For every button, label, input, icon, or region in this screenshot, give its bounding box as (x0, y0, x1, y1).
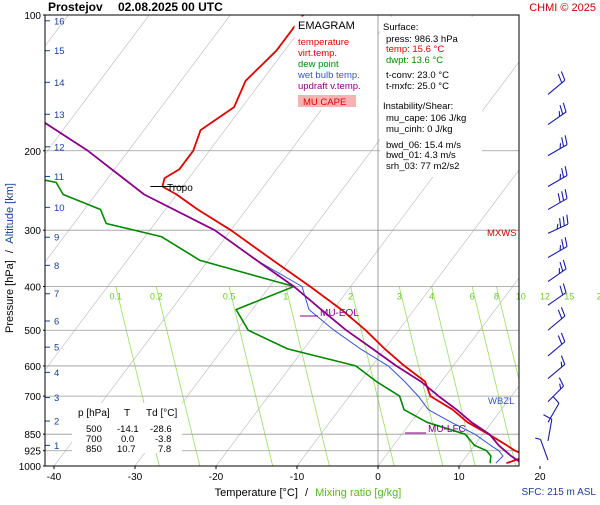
mixing-ratio-label: 0.2 (150, 292, 163, 302)
mixing-ratio-label: 10 (516, 292, 526, 302)
mu-cape-value: mu_cape: 106 J/kg (386, 113, 466, 124)
temperature-tick-label: -40 (47, 472, 62, 483)
mxws-label: MXWS (487, 228, 517, 239)
altitude-tick-label: 11 (54, 172, 64, 183)
legend-item-wet-bulb: wet bulb temp. (297, 70, 360, 81)
temperature-tick-label: 20 (534, 472, 546, 483)
pressure-tick-label: 600 (24, 362, 41, 373)
srh03-value: srh_03: 77 m2/s2 (386, 161, 459, 172)
pressure-tick-label: 300 (24, 226, 41, 237)
pressure-tick-label: 100 (24, 11, 41, 22)
altitude-tick-label: 1 (54, 441, 59, 452)
x-axis-separator: / (305, 487, 309, 499)
pressure-tick-label: 850 (24, 430, 41, 441)
pressure-tick-label: 400 (24, 283, 41, 294)
mixing-ratio-label: 6 (470, 292, 475, 302)
legend-item-virt-temp: virt.temp. (298, 48, 337, 59)
pressure-tick-label: 1000 (19, 462, 42, 473)
temperature-tick-label: -20 (209, 472, 224, 483)
copyright-label: CHMI © 2025 (529, 2, 596, 14)
y-axis-separator: / (4, 249, 16, 253)
altitude-tick-label: 8 (54, 261, 59, 272)
mu-cinh-value: mu_cinh: 0 J/kg (386, 124, 453, 135)
mu-eql-label: MU-EQL (320, 308, 359, 319)
pressure-tick-label: 700 (24, 392, 41, 403)
table-cell: 7.8 (158, 444, 171, 455)
wind-barb-feather (561, 362, 562, 367)
datetime-title: 02.08.2025 00 UTC (118, 0, 223, 14)
altitude-tick-label: 14 (54, 78, 65, 89)
svg-text:Pressure [hPa] / A: Pressure [hPa] / Altitude [km] (4, 183, 16, 333)
altitude-tick-label: 3 (54, 393, 59, 404)
y-axis-title: Pressure [hPa] / Altitude [km] (4, 183, 16, 333)
legend-box: EMAGRAM temperature virt.temp. dew point… (295, 17, 377, 109)
altitude-tick-label: 12 (54, 142, 65, 153)
mixing-ratio-label: 0.5 (223, 292, 236, 302)
sfc-altitude-label: SFC: 215 m ASL (522, 487, 597, 498)
altitude-tick-label: 6 (54, 317, 59, 328)
table-header-td: Td [°C] (146, 408, 177, 419)
svg-text:Temperature [°C] /: Temperature [°C] / Mixing ratio [g/kg] (215, 487, 402, 499)
mixing-ratio-label: 3 (397, 292, 402, 302)
x-axis-title: Temperature [°C] / Mixing ratio [g/kg] (215, 487, 402, 499)
station-title: Prostejov (48, 0, 103, 14)
legend-item-temperature: temperature (298, 37, 349, 48)
pressure-tick-label: 500 (24, 326, 41, 337)
mixing-ratio-label: 8 (494, 292, 499, 302)
altitude-tick-label: 9 (54, 233, 59, 244)
altitude-tick-label: 13 (54, 110, 65, 121)
y-axis-pressure-label: Pressure [hPa] (4, 260, 16, 333)
y-axis-altitude-label: Altitude [km] (4, 183, 16, 244)
surface-dwpt: dwpt: 13.6 °C (386, 55, 443, 66)
altitude-tick-label: 2 (54, 417, 59, 428)
tropo-label: Tropo (167, 183, 193, 194)
legend-item-updraft: updraft v.temp. (298, 81, 361, 92)
table-header-p: p [hPa] (78, 408, 110, 419)
mu-cape-badge-label: MU CAPE (303, 97, 346, 108)
info-panel: Surface: press: 986.3 hPa temp: 15.6 °C … (380, 17, 482, 177)
altitude-tick-label: 7 (54, 289, 59, 300)
bwd01-value: bwd_01: 4.3 m/s (386, 150, 456, 161)
surface-tmxfc: t-mxfc: 25.0 °C (386, 81, 449, 92)
pressure-tick-label: 200 (24, 147, 41, 158)
temperature-tick-label: 10 (453, 472, 465, 483)
altitude-tick-label: 5 (54, 343, 59, 354)
legend-item-dew-point: dew point (298, 59, 339, 70)
mixing-ratio-label: 2 (348, 292, 353, 302)
instability-title: Instability/Shear: (383, 101, 453, 112)
mixing-ratio-label: 12 (540, 292, 550, 302)
altitude-tick-label: 10 (54, 203, 65, 214)
surface-title: Surface: (383, 22, 418, 33)
temperature-tick-label: 0 (375, 472, 381, 483)
table-cell: 850 (86, 444, 102, 455)
temperature-tick-label: -10 (290, 472, 305, 483)
x-axis-temp-label: Temperature [°C] (215, 487, 298, 499)
table-cell: 10.7 (117, 444, 136, 455)
level-table: p [hPa] T Td [°C] 500 -14.1 -28.6 700 0.… (72, 403, 182, 455)
legend-title: EMAGRAM (298, 20, 355, 32)
temperature-tick-label: -30 (128, 472, 143, 483)
surface-tconv: t-conv: 23.0 °C (386, 70, 449, 81)
table-header-t: T (124, 408, 130, 419)
surface-temp: temp: 15.6 °C (386, 44, 444, 55)
altitude-tick-label: 16 (54, 16, 65, 27)
pressure-tick-label: 925 (24, 447, 41, 458)
x-axis-mix-label: Mixing ratio [g/kg] (315, 487, 401, 499)
mixing-ratio-label: 0.1 (109, 292, 122, 302)
mu-lfc-label: MU-LFC (428, 424, 466, 435)
mixing-ratio-label: 1 (283, 292, 288, 302)
wbzl-label: WBZL (488, 396, 514, 407)
altitude-tick-label: 15 (54, 46, 65, 57)
mixing-ratio-label: 4 (429, 292, 434, 302)
altitude-tick-label: 4 (54, 368, 59, 379)
